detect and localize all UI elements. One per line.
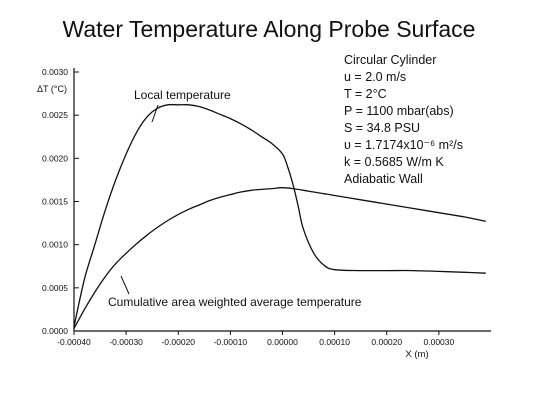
x-tick-label: -0.00040 <box>57 337 91 347</box>
series-line-average-temperature <box>73 187 486 329</box>
x-axis-label: X (m) <box>405 349 428 360</box>
annotation-average-temperature: Cumulative area weighted average tempera… <box>108 295 362 309</box>
y-tick-label: 0.0020 <box>42 153 68 163</box>
y-tick-label: 0.0025 <box>42 110 68 120</box>
y-tick-label: 0.0015 <box>42 197 68 207</box>
info-line-salinity: S = 34.8 PSU <box>344 121 420 135</box>
annotation-local-temperature: Local temperature <box>134 88 231 102</box>
info-line-pressure: P = 1100 mbar(abs) <box>344 104 454 118</box>
y-ticks-group: 0.0000 0.0005 0.0010 0.0015 0.0020 0.0025 0.00… <box>42 67 79 336</box>
series-group <box>73 103 486 329</box>
y-axis-label: ΔT (°C) <box>37 84 67 94</box>
series-line-local-temperature <box>73 103 486 327</box>
y-tick-label: 0.0030 <box>42 67 68 77</box>
x-tick-label: 0.00030 <box>424 337 455 347</box>
chart-title: Water Temperature Along Probe Surface <box>63 16 476 42</box>
info-line-conductivity: k = 0.5685 W/m K <box>344 155 444 169</box>
y-tick-label: 0.0010 <box>42 240 68 250</box>
y-tick-label: 0.0005 <box>42 283 68 293</box>
x-tick-label: 0.00020 <box>371 337 402 347</box>
annotation-average-leader <box>120 275 130 295</box>
info-box: Circular Cylinder u = 2.0 m/s T = 2°C P … <box>344 53 463 186</box>
x-tick-label: -0.00010 <box>214 337 248 347</box>
x-tick-label: -0.00020 <box>161 337 195 347</box>
x-tick-label: 0.00010 <box>319 337 350 347</box>
annotation-local-leader <box>151 104 159 123</box>
info-line-temperature: T = 2°C <box>344 87 387 101</box>
info-line-boundary: Adiabatic Wall <box>344 172 423 186</box>
x-tick-label: -0.00030 <box>109 337 143 347</box>
info-line-velocity: u = 2.0 m/s <box>344 70 406 84</box>
x-ticks-group: -0.00040 -0.00030 -0.00020 -0.00010 0.00000 0… <box>57 331 455 347</box>
y-tick-label: 0.0000 <box>42 326 68 336</box>
x-tick-label: 0.00000 <box>267 337 298 347</box>
info-line-shape: Circular Cylinder <box>344 53 436 67</box>
info-line-viscosity: υ = 1.7174x10⁻⁶ m²/s <box>344 138 463 152</box>
